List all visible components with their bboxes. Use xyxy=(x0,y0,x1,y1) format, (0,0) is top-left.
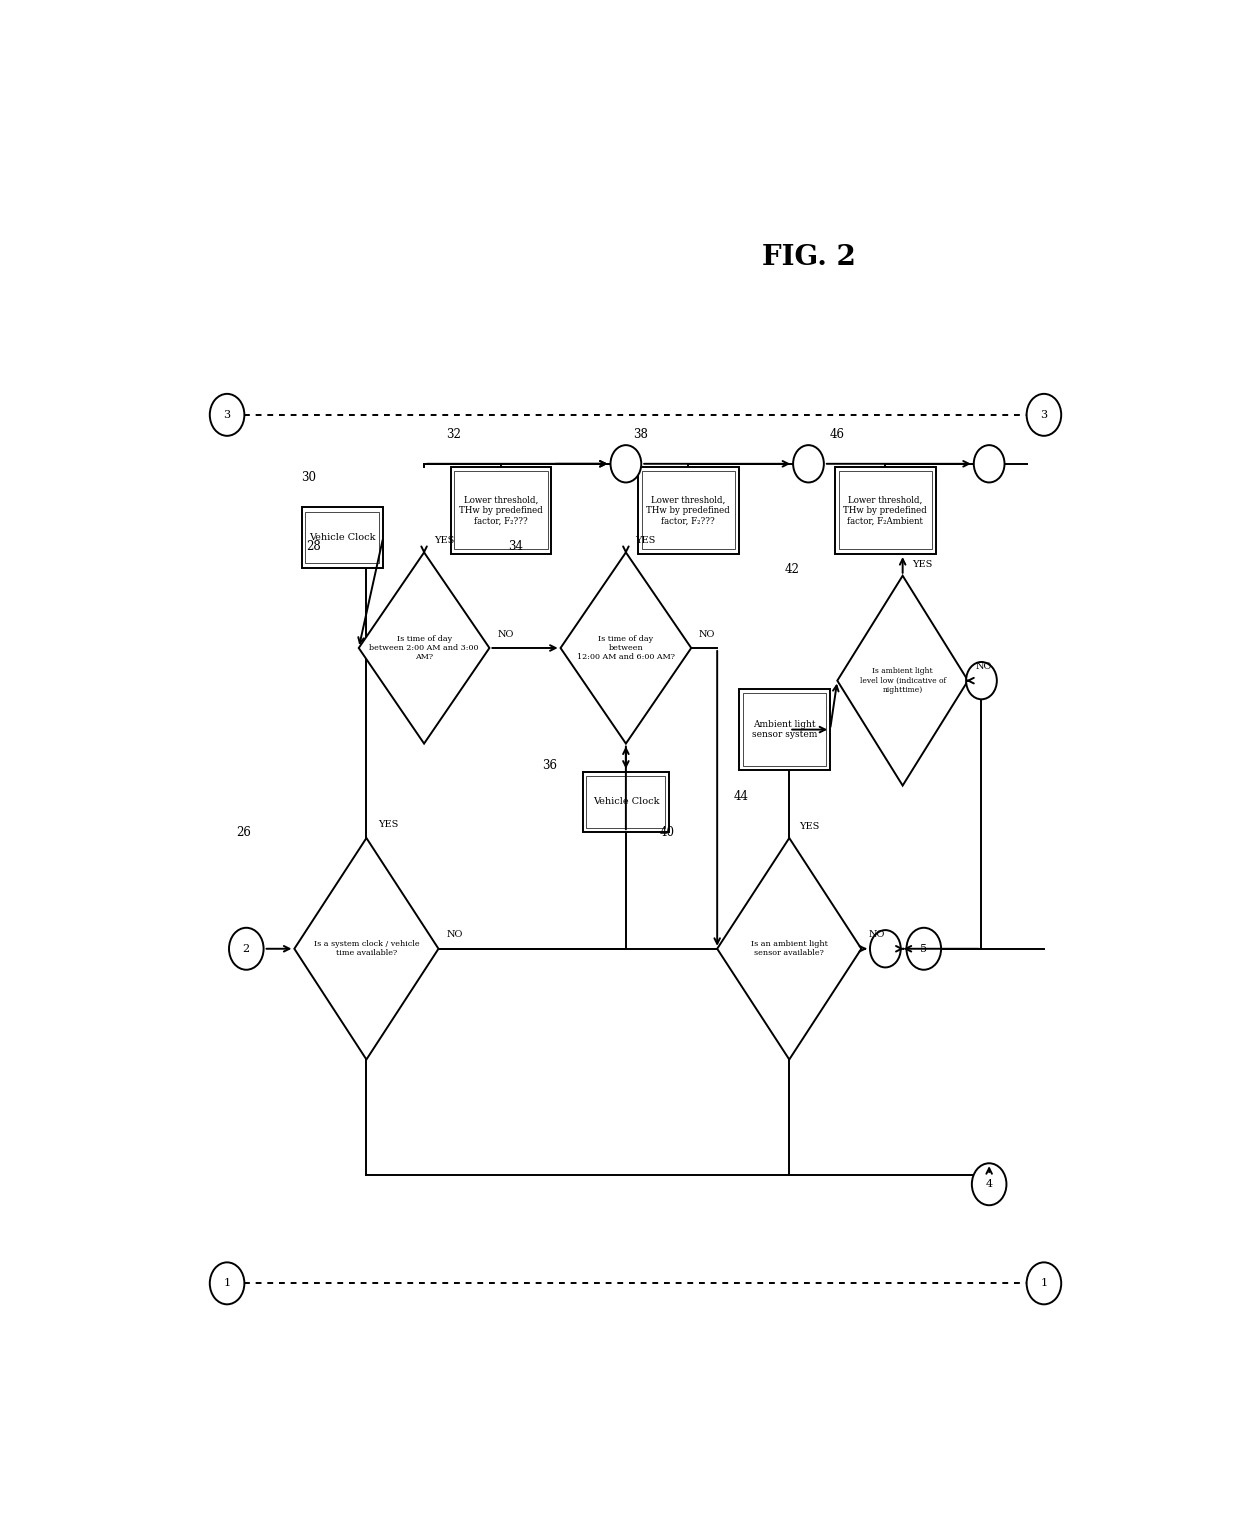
Text: NO: NO xyxy=(976,662,992,671)
Text: NO: NO xyxy=(699,630,715,639)
Text: FIG. 2: FIG. 2 xyxy=(761,244,856,271)
Text: 38: 38 xyxy=(634,427,649,441)
Text: 36: 36 xyxy=(542,759,557,772)
FancyBboxPatch shape xyxy=(838,471,932,550)
FancyBboxPatch shape xyxy=(305,512,379,563)
Text: Is ambient light
level low (indicative of
nighttime): Is ambient light level low (indicative o… xyxy=(859,668,946,693)
Text: YES: YES xyxy=(799,822,820,831)
FancyBboxPatch shape xyxy=(583,772,670,833)
Text: YES: YES xyxy=(434,536,454,545)
Circle shape xyxy=(966,662,997,699)
Text: 40: 40 xyxy=(660,825,675,839)
Circle shape xyxy=(210,1263,244,1305)
Text: 42: 42 xyxy=(785,563,800,577)
Text: YES: YES xyxy=(378,819,398,828)
FancyBboxPatch shape xyxy=(835,466,936,554)
Circle shape xyxy=(972,1163,1007,1205)
Polygon shape xyxy=(294,839,439,1060)
Text: 28: 28 xyxy=(306,540,321,553)
FancyBboxPatch shape xyxy=(454,471,548,550)
Text: YES: YES xyxy=(913,560,932,569)
Text: 3: 3 xyxy=(223,410,231,419)
Circle shape xyxy=(906,928,941,970)
Text: Lower threshold,
THᴡ by predefined
factor, F₂???: Lower threshold, THᴡ by predefined facto… xyxy=(459,495,543,525)
Text: 5: 5 xyxy=(920,943,928,954)
Polygon shape xyxy=(560,553,691,743)
FancyBboxPatch shape xyxy=(743,693,826,766)
FancyBboxPatch shape xyxy=(637,466,739,554)
Circle shape xyxy=(1027,394,1061,436)
FancyBboxPatch shape xyxy=(587,777,666,828)
Text: Ambient light
sensor system: Ambient light sensor system xyxy=(751,719,817,739)
Circle shape xyxy=(870,930,900,967)
FancyBboxPatch shape xyxy=(642,471,735,550)
Text: 1: 1 xyxy=(223,1278,231,1288)
Text: YES: YES xyxy=(635,536,656,545)
Text: Is time of day
between
12:00 AM and 6:00 AM?: Is time of day between 12:00 AM and 6:00… xyxy=(577,634,675,662)
Circle shape xyxy=(210,394,244,436)
Circle shape xyxy=(1027,1263,1061,1305)
Text: 46: 46 xyxy=(830,427,846,441)
Text: Vehicle Clock: Vehicle Clock xyxy=(309,533,376,542)
Text: NO: NO xyxy=(497,630,513,639)
Text: 3: 3 xyxy=(1040,410,1048,419)
Circle shape xyxy=(973,445,1004,483)
Text: NO: NO xyxy=(446,930,463,939)
FancyBboxPatch shape xyxy=(301,507,383,568)
Text: 26: 26 xyxy=(237,825,252,839)
Text: 30: 30 xyxy=(301,471,316,484)
Text: Vehicle Clock: Vehicle Clock xyxy=(593,798,660,807)
Polygon shape xyxy=(837,575,968,786)
Text: Is an ambient light
sensor available?: Is an ambient light sensor available? xyxy=(751,940,827,957)
Text: 2: 2 xyxy=(243,943,249,954)
Circle shape xyxy=(229,928,264,970)
Text: 4: 4 xyxy=(986,1179,993,1190)
Text: 32: 32 xyxy=(445,427,460,441)
Circle shape xyxy=(794,445,823,483)
Text: NO: NO xyxy=(869,930,885,939)
FancyBboxPatch shape xyxy=(739,689,830,771)
FancyBboxPatch shape xyxy=(450,466,552,554)
Text: Is time of day
between 2:00 AM and 3:00
AM?: Is time of day between 2:00 AM and 3:00 … xyxy=(370,634,479,662)
Text: 1: 1 xyxy=(1040,1278,1048,1288)
Polygon shape xyxy=(717,839,862,1060)
Circle shape xyxy=(610,445,641,483)
Text: Lower threshold,
THᴡ by predefined
factor, F₂Ambient: Lower threshold, THᴡ by predefined facto… xyxy=(843,495,928,525)
Text: 34: 34 xyxy=(507,540,523,553)
Text: Is a system clock / vehicle
time available?: Is a system clock / vehicle time availab… xyxy=(314,940,419,957)
Text: 44: 44 xyxy=(734,789,749,802)
Polygon shape xyxy=(358,553,490,743)
Text: Lower threshold,
THᴡ by predefined
factor, F₂???: Lower threshold, THᴡ by predefined facto… xyxy=(646,495,730,525)
